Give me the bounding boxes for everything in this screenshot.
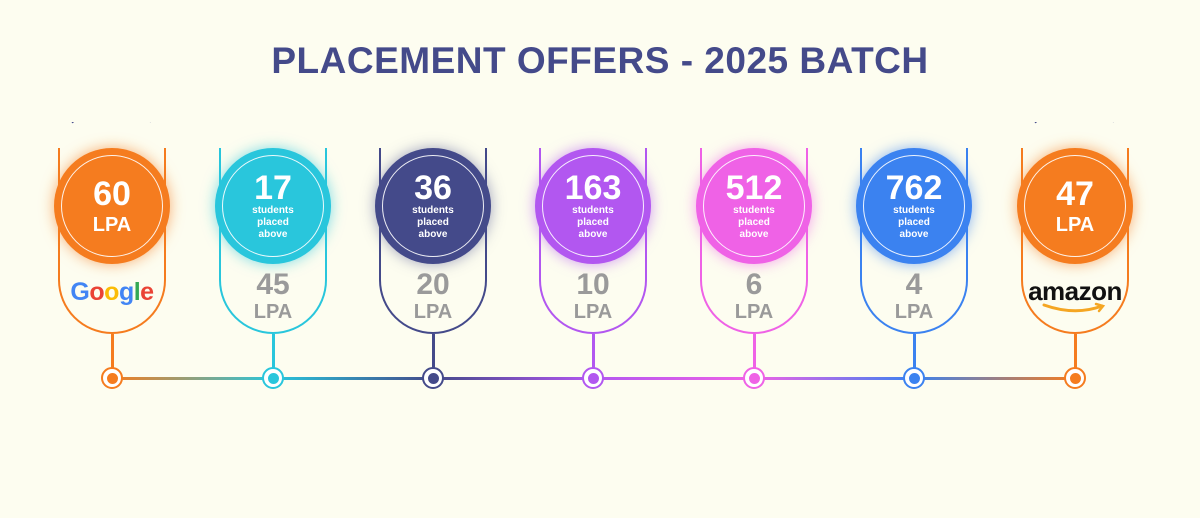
package-value: 60 (93, 175, 131, 213)
card-outline (539, 148, 647, 334)
company-logo-amazon: amazon (1017, 278, 1133, 314)
card-outline (379, 148, 487, 334)
package-value: 47 (1056, 175, 1094, 213)
students-circle: 36 students placed above (375, 148, 491, 264)
timeline-segment (754, 377, 914, 380)
connector-stem (913, 334, 916, 370)
lpa-threshold: 6 LPA (734, 268, 774, 323)
students-circle: 512 students placed above (696, 148, 812, 264)
company-logo-google: Google (70, 278, 154, 306)
timeline-dot (582, 367, 604, 389)
marquee-card-amazon: Marquee Offer 47 LPA amazon (1017, 122, 1137, 400)
lpa-threshold: 20 LPA (413, 268, 453, 323)
lpa-threshold: 45 LPA (253, 268, 293, 323)
value-circle: 60 LPA (54, 148, 170, 264)
package-unit: LPA (1055, 214, 1095, 236)
tier-card-6lpa: 512 students placed above 6 LPA (696, 140, 816, 400)
students-circle: 163 students placed above (535, 148, 651, 264)
package-unit: LPA (92, 214, 132, 236)
card-outline (219, 148, 327, 334)
timeline-segment (273, 377, 433, 380)
tier-card-45lpa: 17 students placed above 45 LPA (215, 140, 335, 400)
tier-card-10lpa: 163 students placed above 10 LPA (535, 140, 655, 400)
timeline-segment (112, 377, 273, 380)
svg-text:Marquee Offer: Marquee Offer (64, 122, 160, 126)
timeline-segment (593, 377, 754, 380)
lpa-threshold: 4 LPA (894, 268, 934, 323)
connector-stem (272, 334, 275, 370)
timeline-dot (422, 367, 444, 389)
students-circle: 762 students placed above (856, 148, 972, 264)
lpa-threshold: 10 LPA (573, 268, 613, 323)
card-outline (58, 148, 166, 334)
amazon-smile-icon (1042, 302, 1106, 313)
timeline-dot (262, 367, 284, 389)
students-circle: 17 students placed above (215, 148, 331, 264)
timeline-dot (1064, 367, 1086, 389)
marquee-card-google: Marquee Offer 60 LPA Google (54, 122, 174, 400)
card-outline (700, 148, 808, 334)
students-count: 163 (564, 169, 622, 207)
timeline-dot (743, 367, 765, 389)
connector-stem (432, 334, 435, 370)
page-title: PLACEMENT OFFERS - 2025 BATCH (271, 40, 929, 81)
students-count: 17 (254, 169, 292, 207)
connector-stem (1074, 334, 1077, 370)
value-circle: 47 LPA (1017, 148, 1133, 264)
tier-card-20lpa: 36 students placed above 20 LPA (375, 140, 495, 400)
timeline-segment (914, 377, 1075, 380)
card-outline (860, 148, 968, 334)
students-count: 762 (885, 169, 943, 207)
timeline-segment (433, 377, 593, 380)
timeline-dot (101, 367, 123, 389)
students-count: 512 (725, 169, 783, 207)
card-outline (1021, 148, 1129, 334)
connector-stem (111, 334, 114, 370)
tier-card-4lpa: 762 students placed above 4 LPA (856, 140, 976, 400)
connector-stem (592, 334, 595, 370)
svg-text:Marquee Offer: Marquee Offer (1027, 122, 1123, 126)
timeline-dot (903, 367, 925, 389)
marquee-offer-label: Marquee Offer (64, 122, 160, 126)
marquee-offer-label: Marquee Offer (1027, 122, 1123, 126)
students-count: 36 (414, 169, 452, 207)
connector-stem (753, 334, 756, 370)
